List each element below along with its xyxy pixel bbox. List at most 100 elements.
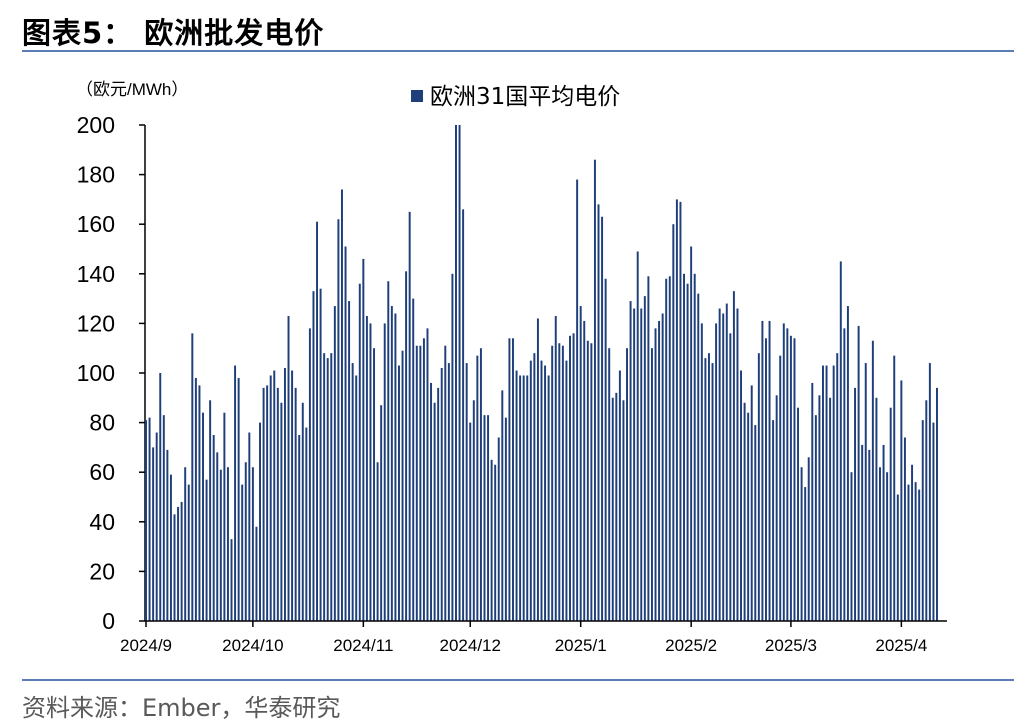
bar: [230, 539, 233, 621]
bar: [476, 355, 479, 621]
bar: [608, 348, 611, 621]
bar: [497, 437, 500, 621]
bar: [504, 417, 507, 621]
bar: [665, 278, 668, 621]
bar: [333, 306, 336, 621]
bar: [494, 464, 497, 621]
bar: [896, 494, 899, 621]
bar: [893, 355, 896, 621]
bar: [340, 189, 343, 622]
bar: [736, 308, 739, 621]
y-tick-label: 20: [89, 558, 115, 584]
bar: [675, 199, 678, 621]
bar: [212, 435, 215, 621]
bar: [622, 400, 625, 621]
bar: [814, 415, 817, 621]
bar: [764, 338, 767, 621]
bar: [216, 452, 219, 621]
bar: [871, 340, 874, 621]
bar: [266, 385, 269, 621]
bar: [804, 487, 807, 621]
figure-title: 图表5： 欧洲批发电价: [22, 16, 325, 50]
y-axis: 0 20 40 60 80 100 120 140 160 180 200: [77, 112, 146, 634]
bar: [707, 353, 710, 621]
bar: [768, 320, 771, 621]
bar: [547, 375, 550, 621]
bar: [611, 397, 614, 621]
bar: [661, 313, 664, 621]
bar: [483, 415, 486, 621]
bar: [928, 363, 931, 621]
bar: [202, 412, 204, 621]
bar: [565, 360, 568, 621]
bar: [373, 348, 376, 621]
bar: [879, 467, 881, 621]
bar: [273, 370, 276, 621]
legend-label: 欧洲31国平均电价: [430, 84, 620, 110]
bar: [558, 343, 561, 621]
bar: [194, 377, 197, 621]
y-axis-unit-label: （欧元/MWh）: [76, 80, 188, 99]
bar: [337, 219, 340, 622]
bar: [932, 422, 935, 621]
bar: [775, 395, 778, 621]
bar: [597, 204, 600, 622]
bar: [294, 387, 297, 621]
bar: [800, 467, 803, 621]
bar: [319, 288, 322, 621]
bar: [159, 373, 162, 621]
bar: [868, 449, 871, 621]
bar: [166, 449, 169, 621]
bar: [209, 400, 212, 621]
bar: [405, 271, 408, 621]
y-tick-label: 200: [77, 112, 115, 138]
bar: [369, 323, 372, 621]
bar: [722, 313, 725, 621]
bar: [757, 353, 760, 621]
bar: [843, 328, 846, 621]
bar: [191, 333, 194, 621]
bar: [365, 315, 368, 621]
bar: [743, 402, 746, 621]
y-tick-label: 40: [89, 509, 115, 535]
bar: [718, 308, 721, 621]
bar: [355, 375, 358, 621]
bar: [198, 385, 201, 621]
x-tick-label: 2024/10: [222, 636, 283, 655]
bar: [903, 437, 906, 621]
bar: [829, 397, 832, 621]
bar: [704, 358, 707, 621]
bar: [326, 358, 329, 621]
bar: [259, 422, 261, 621]
bar: [237, 377, 240, 621]
bar: [162, 415, 165, 621]
bar: [857, 325, 860, 621]
bar: [376, 462, 379, 621]
title-divider: [22, 50, 1014, 52]
bar: [444, 345, 447, 621]
bar: [316, 221, 319, 621]
x-axis: 2024/9 2024/10 2024/11 2024/12 2025/1 2025/2 2…: [120, 620, 947, 655]
bar: [861, 444, 864, 621]
y-tick-label: 180: [77, 162, 115, 188]
x-tick-label: 2025/3: [765, 636, 817, 655]
bar: [479, 348, 482, 621]
bar: [672, 224, 675, 621]
bar: [911, 464, 914, 621]
bar: [590, 343, 593, 621]
bar: [522, 375, 525, 621]
bar: [846, 306, 849, 621]
bar: [519, 375, 522, 621]
bar: [690, 246, 693, 621]
bar: [786, 328, 789, 621]
bar: [312, 291, 315, 621]
bar: [401, 350, 404, 621]
bar: [750, 385, 753, 621]
bar: [593, 159, 596, 621]
bar: [882, 444, 885, 621]
bar: [822, 365, 824, 621]
bar: [469, 422, 472, 621]
bar: [772, 420, 775, 621]
bar: [397, 365, 400, 621]
bar: [700, 323, 703, 621]
